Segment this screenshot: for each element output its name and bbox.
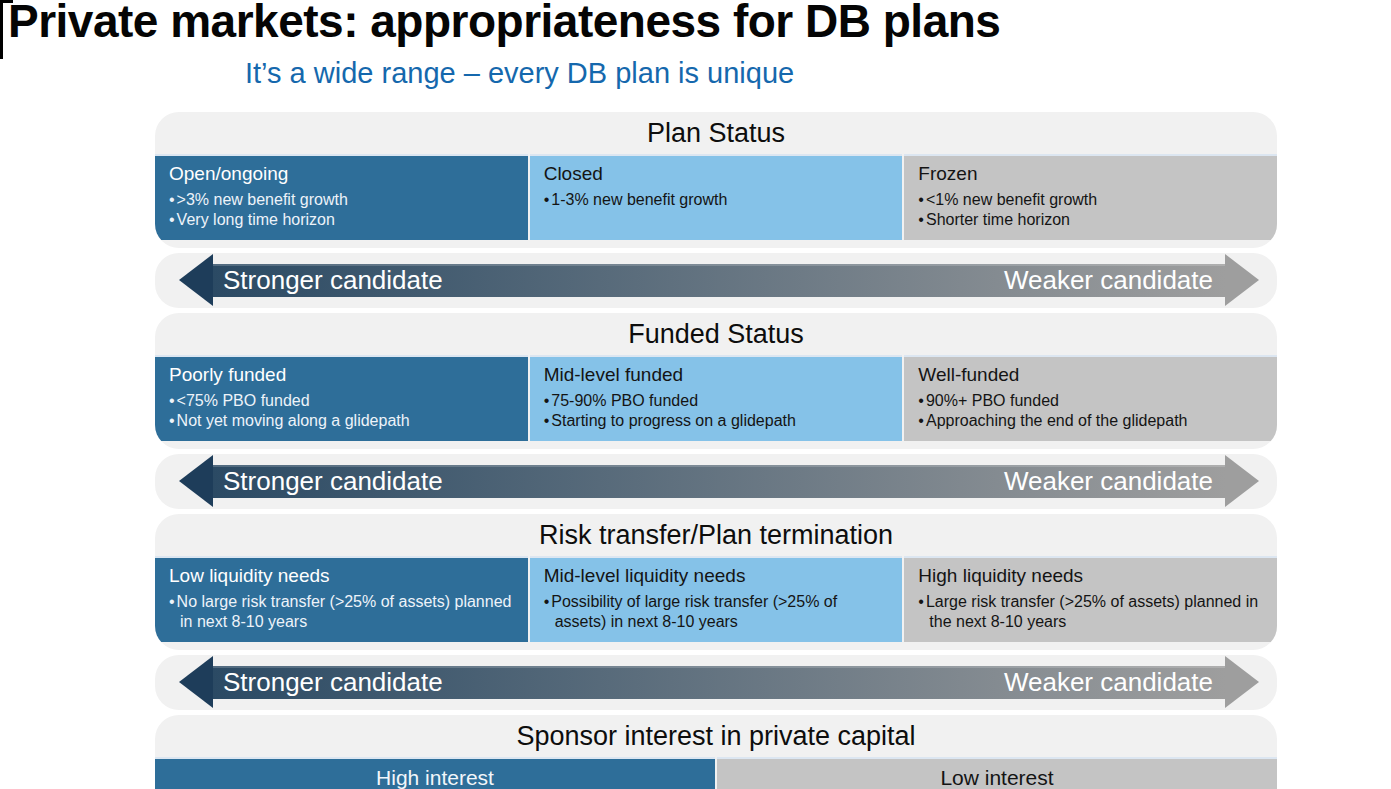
sponsor-line: High interest: [167, 764, 703, 789]
arrow-right-icon: [1225, 254, 1259, 306]
box-mid-level-funded: Mid-level funded 75-90% PBO funded Start…: [530, 355, 903, 441]
box-well-funded: Well-funded 90%+ PBO funded Approaching …: [904, 355, 1277, 441]
box-title: Mid-level liquidity needs: [544, 565, 889, 587]
bullet: Very long time horizon: [169, 210, 514, 230]
bullet: 1-3% new benefit growth: [544, 190, 889, 210]
section-funded-status: Funded Status Poorly funded <75% PBO fun…: [155, 313, 1277, 449]
arrow-left-icon: [179, 455, 213, 507]
bullet: Not yet moving along a glidepath: [169, 411, 514, 431]
section-plan-status: Plan Status Open/ongoing >3% new benefit…: [155, 112, 1277, 248]
bullet: >3% new benefit growth: [169, 190, 514, 210]
box-low-liquidity: Low liquidity needs No large risk transf…: [155, 556, 528, 642]
box-mid-level-liquidity: Mid-level liquidity needs Possibility of…: [530, 556, 903, 642]
sponsor-high-interest-box: High interest Willingness to accept illi…: [155, 757, 715, 789]
bullet: Possibility of large risk transfer (>25%…: [544, 592, 889, 633]
box-title: Low liquidity needs: [169, 565, 514, 587]
slide-subtitle: It’s a wide range – every DB plan is uni…: [245, 57, 794, 90]
sponsor-line: Low interest: [729, 764, 1265, 789]
box-high-liquidity: High liquidity needs Large risk transfer…: [904, 556, 1277, 642]
section-heading: Risk transfer/Plan termination: [155, 514, 1277, 556]
boxes-row: Open/ongoing >3% new benefit growth Very…: [155, 154, 1277, 240]
arrow-label-stronger: Stronger candidate: [223, 265, 443, 296]
section-risk-transfer: Risk transfer/Plan termination Low liqui…: [155, 514, 1277, 650]
box-closed: Closed 1-3% new benefit growth: [530, 154, 903, 240]
candidate-arrow: Stronger candidate Weaker candidate: [155, 454, 1277, 509]
arrow-right-icon: [1225, 656, 1259, 708]
box-poorly-funded: Poorly funded <75% PBO funded Not yet mo…: [155, 355, 528, 441]
section-heading: Sponsor interest in private capital: [155, 715, 1277, 757]
boxes-row: Low liquidity needs No large risk transf…: [155, 556, 1277, 642]
arrow-label-stronger: Stronger candidate: [223, 667, 443, 698]
bullet: Shorter time horizon: [918, 210, 1263, 230]
sponsor-boxes-row: High interest Willingness to accept illi…: [155, 757, 1277, 789]
bullet: <75% PBO funded: [169, 391, 514, 411]
bullet: Approaching the end of the glidepath: [918, 411, 1263, 431]
section-heading: Funded Status: [155, 313, 1277, 355]
arrow-label-weaker: Weaker candidate: [1004, 265, 1213, 296]
arrow-left-icon: [179, 656, 213, 708]
boxes-row: Poorly funded <75% PBO funded Not yet mo…: [155, 355, 1277, 441]
bullet: Large risk transfer (>25% of assets) pla…: [918, 592, 1263, 633]
slide-title: Private markets: appropriateness for DB …: [8, 0, 1000, 48]
candidate-arrow: Stronger candidate Weaker candidate: [155, 655, 1277, 710]
bullet: No large risk transfer (>25% of assets) …: [169, 592, 514, 633]
box-title: Closed: [544, 163, 889, 185]
bullet: Starting to progress on a glidepath: [544, 411, 889, 431]
bullet: 75-90% PBO funded: [544, 391, 889, 411]
box-title: High liquidity needs: [918, 565, 1263, 587]
slide-content: Plan Status Open/ongoing >3% new benefit…: [155, 112, 1277, 789]
bullet: <1% new benefit growth: [918, 190, 1263, 210]
box-open-ongoing: Open/ongoing >3% new benefit growth Very…: [155, 154, 528, 240]
section-sponsor-interest: Sponsor interest in private capital High…: [155, 715, 1277, 789]
candidate-arrow: Stronger candidate Weaker candidate: [155, 253, 1277, 308]
arrow-label-stronger: Stronger candidate: [223, 466, 443, 497]
arrow-bar: Stronger candidate Weaker candidate: [213, 465, 1225, 498]
arrow-left-icon: [179, 254, 213, 306]
arrow-bar: Stronger candidate Weaker candidate: [213, 666, 1225, 699]
box-title: Well-funded: [918, 364, 1263, 386]
arrow-label-weaker: Weaker candidate: [1004, 667, 1213, 698]
box-title: Frozen: [918, 163, 1263, 185]
box-frozen: Frozen <1% new benefit growth Shorter ti…: [904, 154, 1277, 240]
box-title: Poorly funded: [169, 364, 514, 386]
box-title: Open/ongoing: [169, 163, 514, 185]
arrow-label-weaker: Weaker candidate: [1004, 466, 1213, 497]
arrow-right-icon: [1225, 455, 1259, 507]
sponsor-low-interest-box: Low interest Opposition to private capit…: [717, 757, 1277, 789]
box-title: Mid-level funded: [544, 364, 889, 386]
section-heading: Plan Status: [155, 112, 1277, 154]
bullet: 90%+ PBO funded: [918, 391, 1263, 411]
arrow-bar: Stronger candidate Weaker candidate: [213, 264, 1225, 297]
